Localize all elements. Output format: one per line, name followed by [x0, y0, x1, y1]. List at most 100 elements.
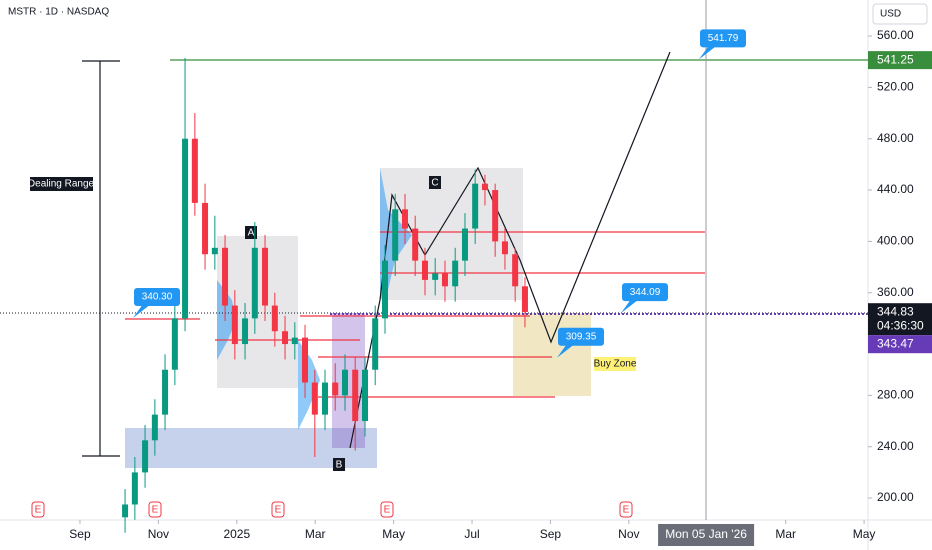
candle-body — [421, 260, 428, 280]
x-tick-label: Jul — [464, 527, 479, 541]
callout-label: 541.79 — [708, 33, 739, 44]
candle-body — [211, 247, 218, 255]
currency-button[interactable] — [872, 3, 928, 25]
y-tick-label: 240.00 — [877, 439, 914, 453]
candle-body — [332, 382, 339, 396]
callout-label: 340.30 — [142, 292, 173, 303]
candle-body — [381, 260, 388, 319]
dealing-range-label: Dealing Range — [28, 179, 95, 190]
candle-body — [361, 369, 368, 422]
label-box — [245, 226, 257, 239]
candle-body — [291, 337, 298, 345]
price-tag-label: 343.47 — [877, 336, 914, 350]
candle-body — [372, 318, 379, 370]
candle-body — [401, 209, 408, 229]
candle-body — [412, 228, 419, 261]
candle-body — [182, 138, 189, 319]
callout — [134, 288, 180, 307]
earnings-label: E — [384, 505, 391, 516]
y-tick-label: 560.00 — [877, 28, 914, 42]
callout — [700, 29, 746, 48]
label-box — [30, 177, 93, 191]
callout-pointer — [699, 45, 717, 60]
earnings-label: E — [623, 505, 630, 516]
candle-body — [512, 254, 519, 287]
candle-body — [352, 369, 359, 422]
buy-zone-box — [513, 313, 591, 396]
earnings-label: E — [152, 505, 159, 516]
candle-body — [251, 247, 258, 319]
candle-body — [142, 440, 149, 473]
candle-body — [302, 337, 309, 383]
candle-body — [231, 305, 238, 345]
price-tag — [868, 51, 932, 70]
countdown: 04:36:30 — [877, 318, 924, 332]
price-tag-label: 541.25 — [877, 52, 914, 66]
candle-body — [521, 286, 528, 312]
x-tick-label: Sep — [540, 527, 562, 541]
earnings-marker — [31, 501, 45, 518]
currency[interactable]: USD — [880, 9, 901, 20]
label-box — [594, 357, 636, 371]
candle-body — [122, 504, 129, 518]
y-tick-label: 200.00 — [877, 490, 914, 504]
point-label: C — [431, 178, 438, 189]
candle-body — [461, 228, 468, 261]
crosshair-tag — [658, 524, 755, 546]
candle-body — [392, 209, 399, 261]
y-tick-label: 280.00 — [877, 388, 914, 402]
x-tick-label: May — [853, 527, 876, 541]
candle-body — [472, 183, 479, 229]
candle-body — [171, 318, 178, 370]
range-box — [332, 313, 365, 448]
label-box — [429, 176, 441, 189]
candle-body — [162, 369, 169, 415]
candle-body — [191, 138, 198, 203]
candle-body — [271, 305, 278, 332]
candle-body — [452, 260, 459, 287]
candle-body — [322, 382, 329, 415]
buy-zone-label: Buy Zone — [594, 359, 637, 370]
earnings-label: E — [275, 505, 282, 516]
symbol: MSTR · 1D · NASDAQ — [8, 7, 109, 18]
x-tick-label: Sep — [69, 527, 91, 541]
earnings-marker — [380, 501, 394, 518]
callout-pointer — [557, 343, 575, 358]
callout — [558, 327, 604, 346]
earnings-marker — [619, 501, 633, 518]
callout-label: 344.09 — [630, 287, 661, 298]
callout-pointer — [133, 304, 151, 319]
crosshair-label: Mon 05 Jan '26 — [665, 527, 747, 541]
y-tick-label: 360.00 — [877, 285, 914, 299]
callout — [622, 283, 668, 302]
candle-body — [501, 241, 508, 255]
point-label: A — [248, 228, 255, 239]
candle-body — [441, 273, 448, 287]
earnings-marker — [148, 501, 162, 518]
x-tick-label: Nov — [618, 527, 639, 541]
candle-body — [131, 472, 138, 505]
candle-body — [342, 369, 349, 396]
candle-body — [432, 273, 439, 280]
candle-body — [481, 183, 488, 191]
x-tick-label: May — [382, 527, 405, 541]
candle-body — [492, 190, 499, 242]
x-tick-label: Mar — [305, 527, 326, 541]
candle-body — [222, 247, 229, 306]
earnings-marker — [271, 501, 285, 518]
y-tick-label: 440.00 — [877, 182, 914, 196]
earnings-label: E — [35, 505, 42, 516]
price-tag — [868, 303, 932, 336]
label-box — [333, 458, 345, 471]
candle-body — [151, 414, 158, 441]
candle-body — [282, 331, 289, 345]
x-tick-label: 2025 — [223, 527, 250, 541]
candle-body — [202, 202, 209, 255]
candle-body — [311, 382, 318, 415]
point-label: B — [336, 460, 343, 471]
x-tick-label: Mar — [775, 527, 796, 541]
callout-pointer — [621, 299, 639, 314]
price-tag-label: 344.83 — [877, 304, 914, 318]
y-tick-label: 400.00 — [877, 234, 914, 248]
